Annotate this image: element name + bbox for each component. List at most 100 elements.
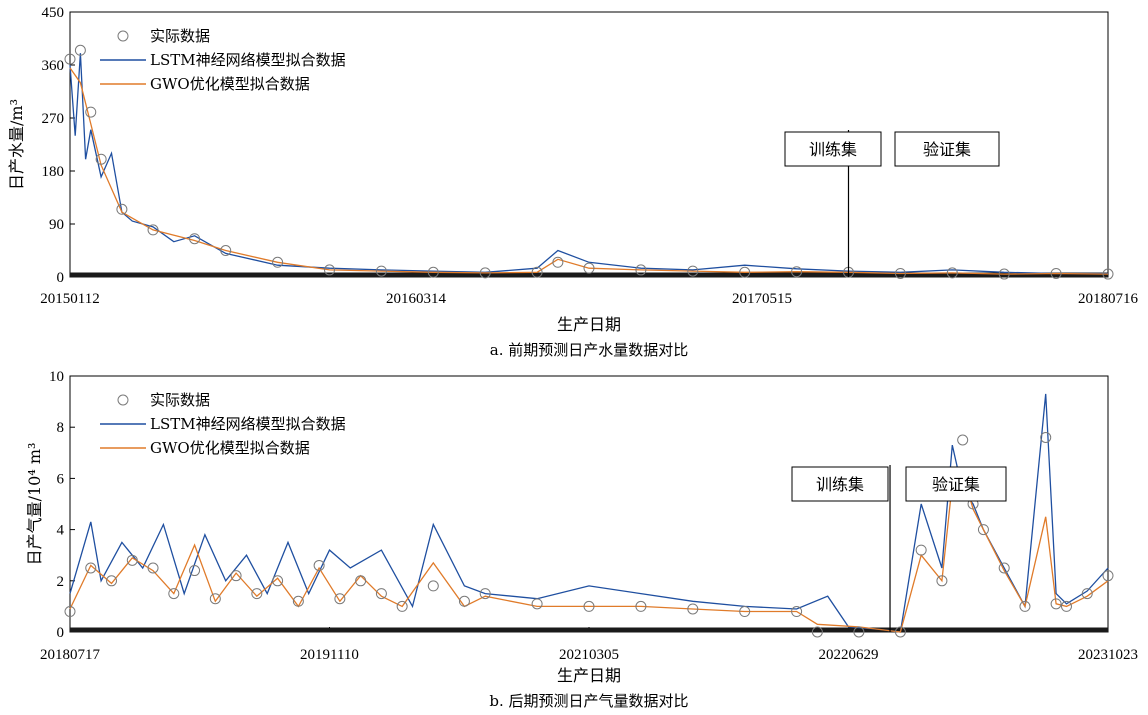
actual-data-point xyxy=(1050,598,1062,610)
actual-data-point xyxy=(1040,431,1052,443)
actual-data-point xyxy=(355,575,367,587)
actual-data-point xyxy=(189,233,201,245)
actual-data-point xyxy=(427,266,439,278)
actual-data-point xyxy=(635,264,647,276)
actual-data-point xyxy=(427,580,439,592)
x-tick-label: 20220629 xyxy=(819,647,879,663)
x-tick-label: 20231023 xyxy=(1078,647,1138,663)
actual-data-point xyxy=(583,262,595,274)
legend-marker-actual xyxy=(117,394,129,406)
train-set-label: 训练集 xyxy=(809,140,857,159)
y-axis-label: 日产水量/m³ xyxy=(7,99,26,190)
legend-entry: LSTM神经网络模型拟合数据 xyxy=(150,51,346,69)
y-tick-label: 180 xyxy=(42,164,65,180)
actual-data-point xyxy=(687,603,699,615)
actual-data-point xyxy=(85,106,97,118)
y-tick-label: 90 xyxy=(49,217,64,233)
y-tick-label: 4 xyxy=(57,523,65,539)
actual-data-point xyxy=(1019,600,1031,612)
actual-data-point xyxy=(324,264,335,276)
y-axis-label: 日产气量/10⁴ m³ xyxy=(25,443,44,566)
actual-data-point xyxy=(292,595,304,607)
validation-set-label: 验证集 xyxy=(932,475,980,494)
y-tick-label: 10 xyxy=(49,369,64,385)
legend-entry: GWO优化模型拟合数据 xyxy=(150,439,310,457)
y-tick-label: 0 xyxy=(57,625,65,641)
actual-data-point xyxy=(998,268,1010,280)
actual-data-point xyxy=(272,575,284,587)
x-tick-label: 20210305 xyxy=(559,647,619,663)
x-tick-label: 20180716 xyxy=(1078,291,1139,307)
actual-data-point xyxy=(189,565,201,577)
actual-data-point xyxy=(552,256,564,268)
actual-data-point xyxy=(209,593,221,605)
chart-caption: b. 后期预测日产气量数据对比 xyxy=(489,692,688,710)
actual-data-point xyxy=(791,606,803,618)
x-tick-label: 20160314 xyxy=(386,291,447,307)
actual-data-point xyxy=(375,265,387,277)
validation-set-box xyxy=(894,131,1000,167)
actual-data-point xyxy=(853,626,865,638)
actual-data-point xyxy=(74,44,86,56)
actual-data-point xyxy=(479,267,491,279)
y-tick-label: 6 xyxy=(57,471,65,487)
y-tick-label: 2 xyxy=(57,574,65,590)
legend-marker-actual xyxy=(117,30,129,42)
y-tick-label: 8 xyxy=(57,420,65,436)
actual-data-point xyxy=(894,626,906,638)
x-tick-label: 20150112 xyxy=(40,291,99,307)
actual-data-point xyxy=(251,588,263,600)
x-tick-label: 20180717 xyxy=(40,647,101,663)
actual-data-point xyxy=(106,575,118,587)
actual-data-point xyxy=(583,600,595,612)
actual-data-point xyxy=(458,595,470,607)
legend-entry: 实际数据 xyxy=(150,391,210,409)
legend-entry: 实际数据 xyxy=(150,27,210,45)
actual-data-point xyxy=(230,570,242,582)
actual-data-point xyxy=(168,588,180,600)
actual-data-point xyxy=(1050,267,1062,279)
actual-data-point xyxy=(272,256,284,268)
y-tick-label: 450 xyxy=(42,5,65,21)
x-axis-label: 生产日期 xyxy=(557,315,621,334)
actual-data-point xyxy=(936,575,948,587)
gwo-series-line xyxy=(69,472,1109,633)
actual-data-point xyxy=(126,554,138,566)
actual-data-point xyxy=(915,544,927,556)
gwo-series-line xyxy=(69,67,1109,275)
actual-data-point xyxy=(220,245,232,256)
actual-data-point xyxy=(95,153,107,165)
chart-panel-b: 0 2 4 6 8 10 20180717 20191110 20210305 20220629 2… xyxy=(25,369,1138,710)
validation-set-box xyxy=(905,466,1007,502)
actual-data-point xyxy=(334,593,346,605)
actual-data-point xyxy=(147,562,159,574)
actual-data-point xyxy=(116,203,128,215)
y-tick-label: 0 xyxy=(57,270,65,286)
actual-data-point xyxy=(313,559,325,571)
actual-data-point xyxy=(946,267,958,279)
x-axis-label: 生产日期 xyxy=(557,666,621,685)
actual-data-point xyxy=(396,600,408,612)
actual-data-point xyxy=(375,588,387,600)
actual-data-point xyxy=(998,562,1010,574)
actual-data-point xyxy=(531,266,543,278)
actual-data-point xyxy=(147,224,159,236)
actual-data-point xyxy=(1102,570,1114,582)
actual-data-point xyxy=(479,588,491,600)
actual-data-point xyxy=(739,606,751,618)
actual-data-point xyxy=(739,266,751,278)
y-tick-label: 360 xyxy=(42,58,65,74)
actual-data-point xyxy=(811,626,823,638)
y-tick-label: 270 xyxy=(42,111,65,127)
actual-data-point xyxy=(1102,268,1114,280)
actual-data-point xyxy=(977,524,989,536)
chart-panel-a: 0 90 180 270 360 450 20150112 20160314 20170515 2… xyxy=(7,5,1139,359)
actual-data-point xyxy=(957,434,969,446)
actual-data-point xyxy=(635,600,647,612)
actual-data-point xyxy=(531,598,543,610)
actual-data-point xyxy=(64,53,76,65)
actual-data-point xyxy=(791,266,803,278)
validation-set-label: 验证集 xyxy=(923,140,971,159)
x-tick-label: 20191110 xyxy=(300,647,359,663)
